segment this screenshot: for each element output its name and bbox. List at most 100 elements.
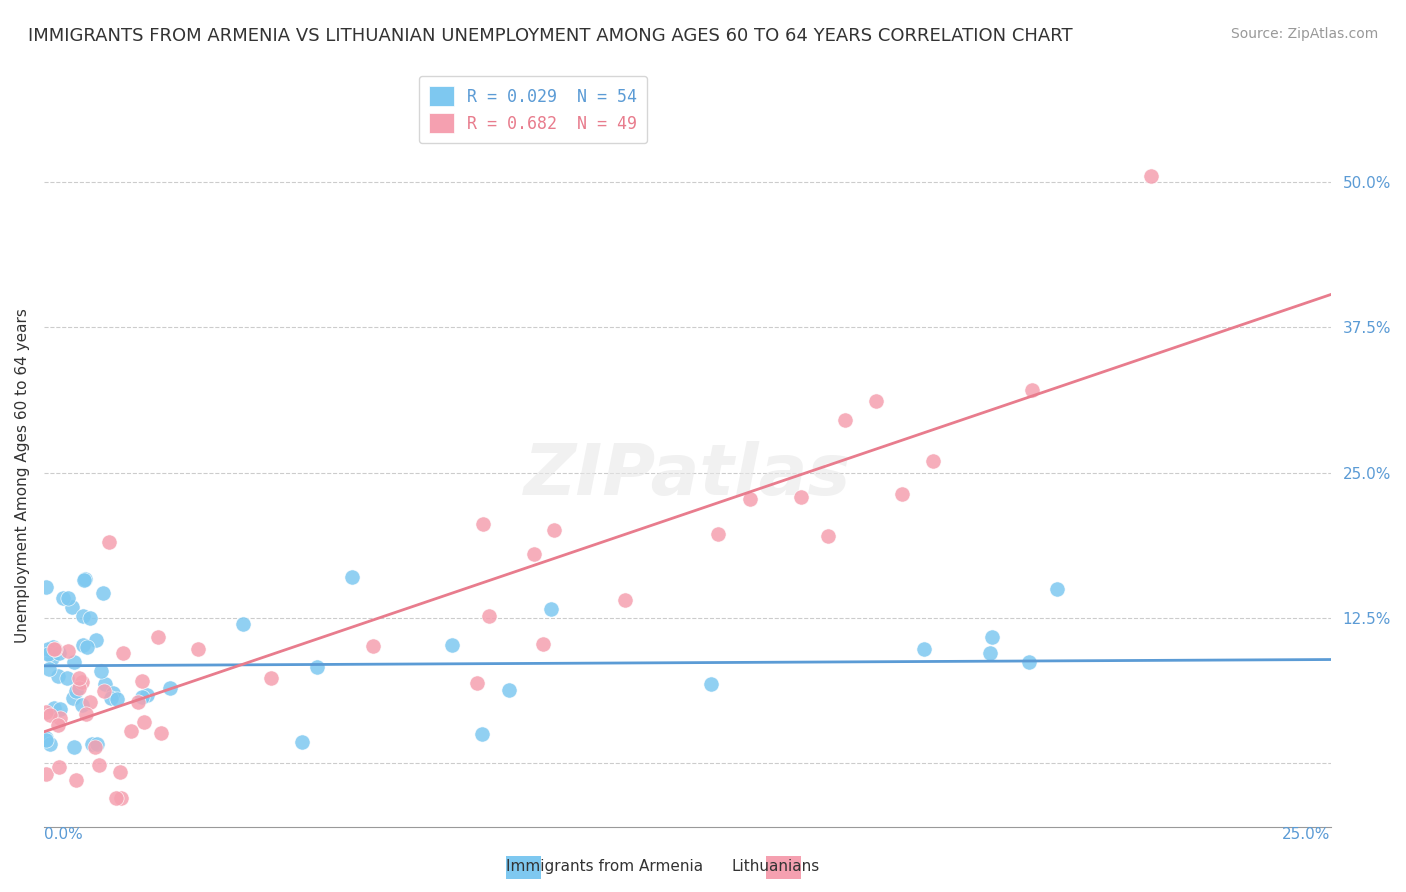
Point	[48, 646, 70, 660]
Point	[84, 739, 107, 754]
Point	[63, 739, 86, 754]
Point	[35, 733, 58, 747]
Point	[472, 517, 495, 532]
Point	[46, 669, 69, 683]
Point	[817, 529, 839, 543]
Point	[79, 695, 101, 709]
Point	[131, 690, 153, 705]
Point	[305, 660, 328, 674]
Point	[110, 791, 132, 805]
Point	[67, 672, 90, 686]
Point	[543, 523, 565, 537]
Point	[440, 638, 463, 652]
Text: 0.0%: 0.0%	[44, 827, 83, 841]
Point	[35, 731, 58, 745]
Point	[39, 737, 62, 751]
Y-axis label: Unemployment Among Ages 60 to 64 years: Unemployment Among Ages 60 to 64 years	[15, 308, 30, 643]
Point	[35, 705, 58, 719]
Point	[62, 690, 84, 705]
Point	[111, 646, 134, 660]
Point	[120, 724, 142, 739]
Point	[187, 642, 209, 657]
Point	[890, 487, 912, 501]
Point	[291, 734, 314, 748]
Point	[1021, 384, 1043, 398]
Point	[531, 637, 554, 651]
Point	[127, 695, 149, 709]
Point	[48, 702, 70, 716]
Point	[44, 700, 66, 714]
Point	[340, 570, 363, 584]
Point	[135, 688, 157, 702]
Point	[42, 642, 65, 657]
Point	[42, 640, 65, 655]
Point	[90, 664, 112, 678]
Point	[93, 676, 115, 690]
Point	[58, 644, 80, 658]
Point	[56, 591, 79, 606]
Text: 25.0%: 25.0%	[1282, 827, 1330, 841]
Point	[38, 662, 60, 676]
Point	[44, 641, 66, 656]
Point	[1046, 582, 1069, 597]
Point	[91, 586, 114, 600]
Point	[48, 760, 70, 774]
Text: ZIPatlas: ZIPatlas	[523, 441, 851, 510]
Point	[105, 692, 128, 706]
Point	[108, 765, 131, 780]
Point	[65, 683, 87, 698]
Point	[72, 609, 94, 624]
Point	[100, 691, 122, 706]
Point	[73, 574, 96, 588]
Point	[67, 681, 90, 695]
Text: IMMIGRANTS FROM ARMENIA VS LITHUANIAN UNEMPLOYMENT AMONG AGES 60 TO 64 YEARS COR: IMMIGRANTS FROM ARMENIA VS LITHUANIAN UN…	[28, 27, 1073, 45]
Point	[131, 673, 153, 688]
Point	[981, 630, 1004, 644]
Point	[498, 682, 520, 697]
Point	[523, 547, 546, 561]
Point	[148, 630, 170, 644]
Point	[80, 737, 103, 751]
Point	[979, 646, 1001, 660]
Point	[87, 758, 110, 772]
Point	[540, 601, 562, 615]
Text: Lithuanians: Lithuanians	[731, 859, 820, 874]
Point	[98, 535, 121, 549]
Point	[60, 600, 83, 615]
Point	[72, 639, 94, 653]
Point	[76, 640, 98, 654]
Point	[232, 616, 254, 631]
Point	[37, 647, 59, 661]
Point	[1018, 655, 1040, 669]
Point	[159, 681, 181, 695]
Point	[104, 790, 127, 805]
Point	[834, 413, 856, 427]
Point	[465, 676, 488, 690]
Point	[75, 706, 97, 721]
Point	[101, 686, 124, 700]
Point	[46, 717, 69, 731]
Point	[56, 672, 79, 686]
Point	[478, 609, 501, 624]
Point	[921, 454, 943, 468]
Point	[790, 490, 813, 504]
Text: Source: ZipAtlas.com: Source: ZipAtlas.com	[1230, 27, 1378, 41]
Point	[84, 632, 107, 647]
Point	[361, 639, 384, 653]
Point	[75, 572, 97, 586]
Point	[707, 526, 730, 541]
Point	[79, 611, 101, 625]
Point	[41, 651, 63, 665]
Point	[93, 683, 115, 698]
Point	[35, 766, 58, 780]
Point	[35, 580, 58, 594]
Legend: R = 0.029  N = 54, R = 0.682  N = 49: R = 0.029 N = 54, R = 0.682 N = 49	[419, 76, 647, 144]
Point	[1139, 169, 1161, 184]
Point	[912, 642, 935, 657]
Point	[52, 591, 75, 605]
Point	[49, 711, 72, 725]
Point	[740, 492, 762, 507]
Point	[37, 641, 59, 656]
Point	[65, 772, 87, 787]
Point	[70, 675, 93, 690]
